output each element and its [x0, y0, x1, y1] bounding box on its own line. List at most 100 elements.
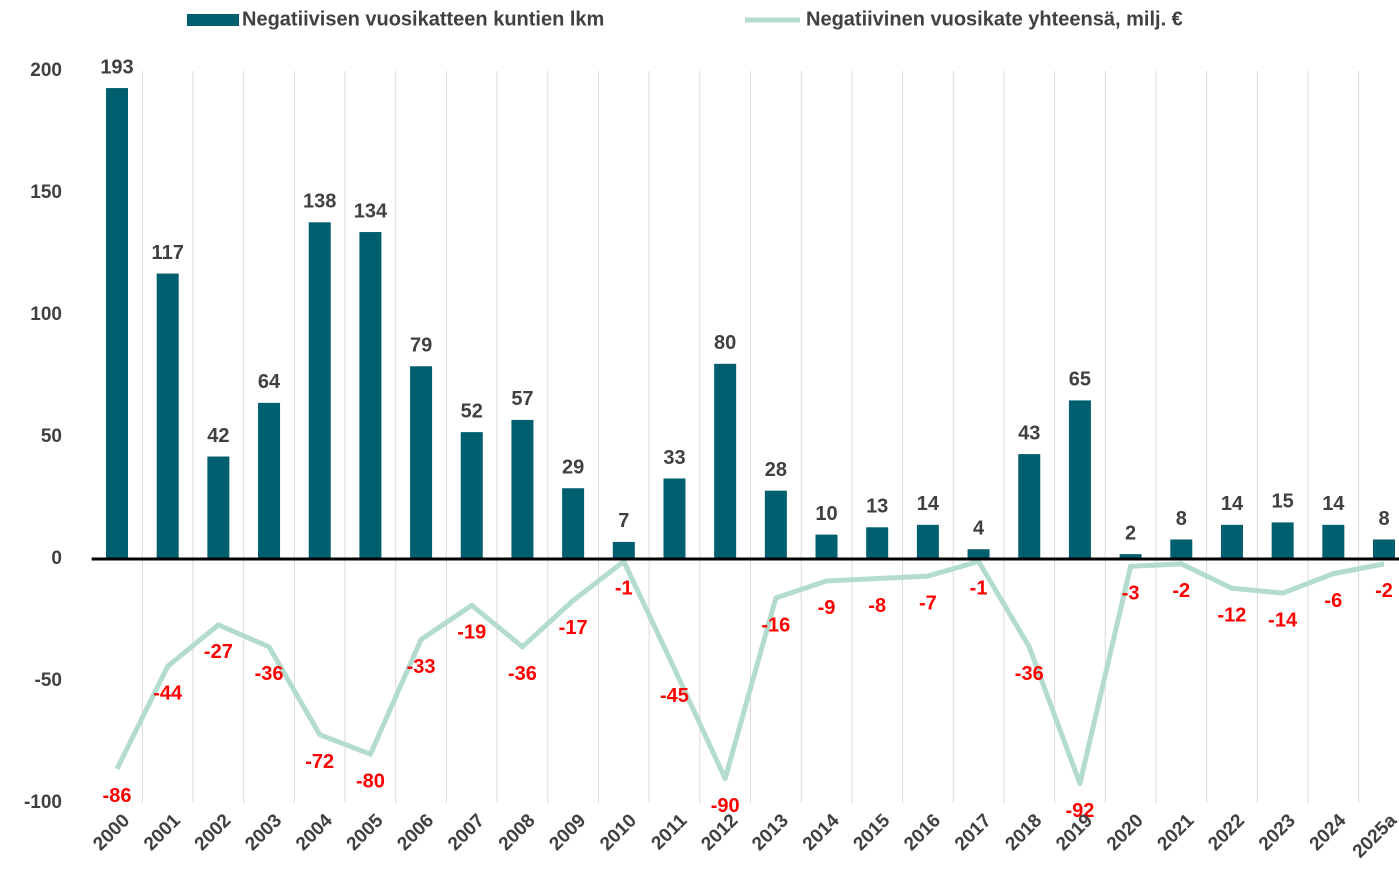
line-value-label: -8: [868, 595, 886, 617]
bar: [1119, 554, 1142, 559]
bar-value-label: 57: [511, 388, 533, 410]
line-value-label: -12: [1218, 605, 1247, 627]
x-tick-label: 2016: [900, 810, 945, 855]
x-tick-label: 2007: [444, 810, 489, 855]
x-tick-label: 2014: [799, 810, 844, 855]
line-value-label: -86: [103, 785, 132, 807]
bar-value-label: 193: [100, 56, 133, 78]
x-tick-label: 2004: [292, 810, 337, 855]
line-value-label: -72: [305, 751, 334, 773]
x-tick-label: 2009: [545, 810, 590, 855]
bar: [866, 527, 889, 559]
line-value-label: -36: [1015, 663, 1044, 685]
y-tick-label: 150: [30, 182, 62, 203]
bar-value-label: 29: [562, 457, 584, 479]
bar-value-label: 134: [354, 200, 388, 222]
x-tick-label: 2024: [1306, 810, 1351, 855]
line-value-label: -2: [1375, 580, 1393, 602]
x-tick-label: 2010: [596, 810, 641, 855]
y-tick-label: 0: [51, 548, 62, 569]
line-value-label: -45: [660, 685, 689, 707]
bar: [815, 534, 838, 559]
line-value-label: -33: [407, 656, 436, 678]
bar-value-label: 14: [1221, 493, 1244, 515]
x-tick-label: 2013: [748, 810, 793, 855]
bar: [612, 541, 635, 559]
line-value-label: -36: [255, 663, 284, 685]
line-value-label: -6: [1324, 590, 1342, 612]
bar-value-label: 52: [461, 400, 483, 422]
bar-value-label: 79: [410, 335, 432, 357]
line-value-label: -1: [615, 578, 633, 600]
x-tick-label: 2011: [648, 810, 692, 854]
bar-value-label: 14: [917, 493, 940, 515]
x-tick-label: 2021: [1154, 810, 1199, 855]
line-value-label: -1: [970, 578, 988, 600]
bar-value-label: 42: [207, 425, 229, 447]
x-tick-label: 2023: [1255, 810, 1300, 855]
line-value-label: -27: [204, 641, 233, 663]
bar: [207, 456, 230, 559]
bar: [1322, 524, 1345, 559]
bar: [1018, 454, 1041, 559]
y-tick-label: 100: [30, 304, 62, 325]
x-tick-label: 2008: [495, 810, 540, 855]
line-value-label: -44: [153, 683, 183, 705]
bar: [106, 88, 128, 559]
bar: [967, 549, 990, 559]
bar-value-label: 13: [866, 496, 888, 518]
y-tick-label: -50: [35, 670, 62, 691]
line-value-label: -17: [559, 617, 588, 639]
bar-value-label: 28: [765, 459, 787, 481]
x-tick-label: 2025a: [1349, 810, 1399, 863]
x-tick-label: 2005: [343, 810, 388, 855]
line-value-label: -80: [356, 770, 385, 792]
bar-value-label: 64: [258, 371, 281, 393]
bar-value-label: 10: [815, 503, 837, 525]
line-value-label: -19: [457, 622, 486, 644]
x-tick-label: 2001: [140, 810, 185, 855]
line-value-label: -14: [1268, 609, 1298, 631]
y-tick-label: 50: [41, 426, 62, 447]
bar-value-label: 80: [714, 332, 736, 354]
line: [114, 558, 1385, 786]
bar: [511, 419, 534, 559]
bar: [1373, 539, 1395, 559]
line-value-label: -16: [761, 614, 790, 636]
x-tick-label: 2022: [1204, 810, 1249, 855]
bar-value-label: 43: [1018, 422, 1040, 444]
bar: [156, 273, 179, 559]
line-value-label: -7: [919, 592, 937, 614]
bar: [1170, 539, 1193, 559]
bar-value-label: 33: [663, 447, 685, 469]
bar: [1220, 524, 1243, 559]
bar-value-label: 7: [618, 510, 629, 532]
line-value-label: -92: [1065, 800, 1094, 822]
x-tick-label: 2006: [393, 810, 438, 855]
bar-value-label: 4: [973, 518, 985, 540]
x-tick-label: 2020: [1103, 810, 1148, 855]
legend-label: Negatiivisen vuosikatteen kuntien lkm: [242, 8, 604, 30]
bar-value-label: 117: [152, 242, 184, 264]
bar: [663, 478, 686, 559]
bar: [764, 490, 787, 559]
y-tick-label: -100: [24, 792, 62, 813]
legend-label: Negatiivinen vuosikate yhteensä, milj. €: [806, 8, 1183, 30]
line-value-label: -3: [1122, 583, 1140, 605]
bar-value-label: 138: [303, 191, 336, 213]
line-value-label: -90: [711, 795, 740, 817]
bar-value-label: 65: [1069, 369, 1091, 391]
bar: [460, 432, 483, 559]
x-tick-label: 2017: [951, 810, 996, 855]
bar: [714, 363, 737, 559]
bar: [359, 232, 382, 560]
bar: [1068, 400, 1091, 559]
x-tick-label: 2015: [850, 810, 895, 855]
x-tick-label: 2000: [89, 810, 134, 855]
x-tick-label: 2003: [241, 810, 286, 855]
bar: [562, 488, 585, 559]
x-tick-label: 2002: [191, 810, 236, 855]
line-value-label: -9: [818, 597, 836, 619]
legend-swatch: [187, 14, 239, 26]
